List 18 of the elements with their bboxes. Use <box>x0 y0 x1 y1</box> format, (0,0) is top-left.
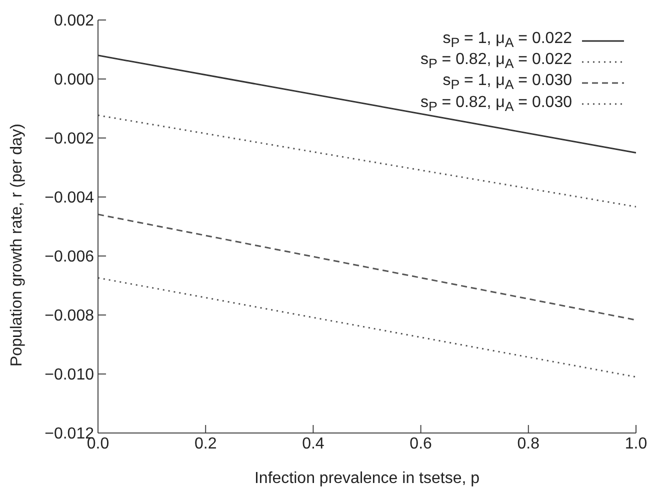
y-tick-label: −0.008 <box>44 308 94 325</box>
x-tick-label: 0.4 <box>302 435 324 452</box>
y-tick-label: −0.010 <box>44 366 94 384</box>
y-tick-label: −0.004 <box>44 190 94 207</box>
legend-label: s$_{P}$ = 1, μ$_{A}$ = 0.030 <box>442 72 572 94</box>
legend-label: s$_{P}$ = 0.82, μ$_{A}$ = 0.022 <box>420 51 572 72</box>
x-tick-label: 1.0 <box>624 435 648 452</box>
y-tick-label: 0.000 <box>54 72 94 89</box>
x-tick-label: 0.6 <box>410 435 432 452</box>
x-tick-label: 0.8 <box>517 435 540 452</box>
x-tick-label: 0.2 <box>194 435 217 452</box>
y-tick-label: −0.002 <box>44 130 94 148</box>
legend-label: s$_{P}$ = 0.82, μ$_{A}$ = 0.030 <box>420 94 572 115</box>
y-tick-label: −0.006 <box>44 248 94 266</box>
y-tick-label: 0.002 <box>54 12 94 30</box>
legend-label: s$_{P}$ = 1, μ$_{A}$ = 0.022 <box>442 30 572 52</box>
y-axis-title: Population growth rate, r (per day) <box>8 124 26 366</box>
x-axis-title: Infection prevalence in tsetse, p <box>254 470 480 487</box>
